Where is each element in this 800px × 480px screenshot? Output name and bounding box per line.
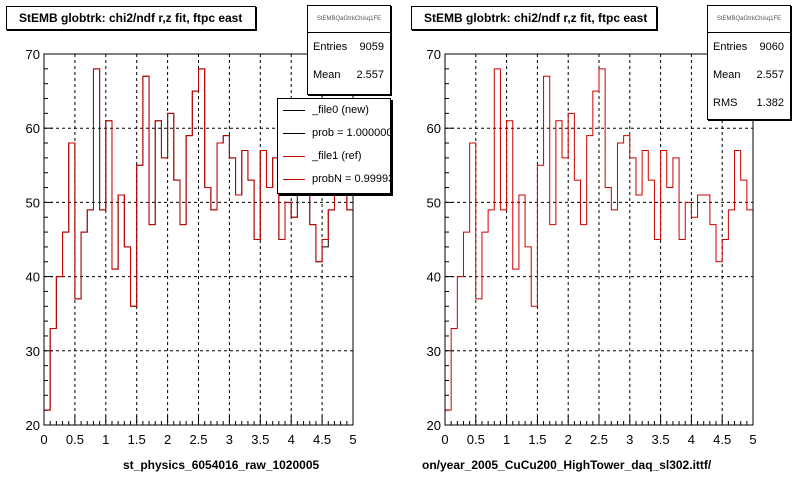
left-y-tick-label-4: 60 — [26, 121, 40, 136]
right-plot-frame — [444, 53, 754, 426]
left-x-tick-label-5: 2.5 — [189, 432, 207, 447]
right-x-tick-label-8: 4 — [688, 432, 695, 447]
left-y-tick-label-5: 70 — [26, 47, 40, 62]
right-x-tick-label-0: 0 — [441, 432, 448, 447]
left-x-tick-label-3: 1.5 — [128, 432, 146, 447]
right-stats-name: StEMBQaGtrkChisq1FE — [708, 6, 790, 33]
left-x-tick-label-9: 4.5 — [313, 432, 331, 447]
right-mean-value: 2.557 — [756, 69, 784, 81]
left-bottom-label: st_physics_6054016_raw_1020005 — [123, 458, 320, 472]
left-histogram-title: StEMB globtrk: chi2/ndf r,z fit, ftpc ea… — [6, 6, 256, 30]
right-stats-mean-row: Mean 2.557 — [708, 61, 790, 89]
right-y-tick-label-0: 20 — [427, 418, 441, 433]
left-stats-box: StEMBQaGtrkChisq1FE Entries 9059 Mean 2.… — [307, 5, 391, 95]
left-x-tick-label-8: 4 — [288, 432, 295, 447]
left-mean-value: 2.557 — [356, 69, 384, 81]
left-x-tick-label-2: 1 — [102, 432, 109, 447]
left-entries-value: 9059 — [359, 41, 384, 53]
left-y-tick-label-0: 20 — [26, 418, 40, 433]
left-x-tick-label-0: 0 — [40, 432, 47, 447]
right-x-tick-label-3: 1.5 — [528, 432, 546, 447]
right-stats-entries-row: Entries 9060 — [708, 33, 790, 61]
right-rms-value: 1.382 — [756, 97, 784, 109]
right-entries-value: 9060 — [759, 41, 784, 53]
left-y-tick-label-3: 50 — [26, 195, 40, 210]
right-x-tick-label-4: 2 — [565, 432, 572, 447]
legend-swatch-file1 — [283, 156, 305, 157]
left-legend: _file0 (new) prob = 1.000000 _file1 (ref… — [277, 98, 391, 194]
left-series--file1-ref- — [43, 68, 353, 425]
left-x-tick-label-7: 3.5 — [251, 432, 269, 447]
right-histogram-title: StEMB globtrk: chi2/ndf r,z fit, ftpc ea… — [411, 6, 657, 30]
right-y-tick-label-5: 70 — [427, 47, 441, 62]
right-bottom-label: on/year_2005_CuCu200_HighTower_daq_sl302… — [422, 458, 712, 472]
left-y-tick-label-2: 40 — [26, 270, 40, 285]
right-y-tick-label-4: 60 — [427, 121, 441, 136]
right-y-tick-label-2: 40 — [427, 270, 441, 285]
legend-entry-prob: prob = 1.000000 — [278, 122, 390, 145]
right-series-ref — [444, 68, 753, 425]
legend-text-file0: _file0 (new) — [312, 104, 369, 116]
right-x-tick-label-10: 5 — [749, 432, 756, 447]
right-stats-box: StEMBQaGtrkChisq1FE Entries 9060 Mean 2.… — [707, 5, 791, 120]
right-mean-label: Mean — [713, 69, 741, 81]
right-y-tick-label-3: 50 — [427, 195, 441, 210]
left-x-tick-label-10: 5 — [349, 432, 356, 447]
left-stats-mean-row: Mean 2.557 — [308, 61, 390, 89]
left-plot-frame — [43, 53, 354, 426]
legend-entry-file1: _file1 (ref) — [278, 145, 390, 168]
right-x-tick-label-9: 4.5 — [713, 432, 731, 447]
left-x-tick-label-1: 0.5 — [66, 432, 84, 447]
right-x-tick-label-6: 3 — [626, 432, 633, 447]
legend-text-probn: probN = 0.999933 — [312, 173, 390, 185]
left-entries-label: Entries — [313, 41, 348, 53]
right-x-tick-label-2: 1 — [503, 432, 510, 447]
legend-swatch-file0 — [283, 110, 305, 111]
legend-text-prob: prob = 1.000000 — [312, 127, 391, 139]
left-y-tick-label-1: 30 — [26, 344, 40, 359]
legend-entry-file0: _file0 (new) — [278, 99, 390, 122]
legend-swatch-probn — [283, 179, 305, 180]
right-y-tick-label-1: 30 — [427, 344, 441, 359]
left-mean-label: Mean — [313, 69, 341, 81]
legend-entry-probn: probN = 0.999933 — [278, 168, 390, 191]
left-stats-entries-row: Entries 9059 — [308, 33, 390, 61]
right-x-tick-label-5: 2.5 — [590, 432, 608, 447]
legend-text-file1: _file1 (ref) — [312, 150, 362, 162]
right-entries-label: Entries — [713, 41, 748, 53]
right-x-tick-label-7: 3.5 — [652, 432, 670, 447]
right-x-tick-label-1: 0.5 — [467, 432, 485, 447]
legend-swatch-prob — [283, 133, 305, 134]
left-x-tick-label-6: 3 — [226, 432, 233, 447]
left-stats-name: StEMBQaGtrkChisq1FE — [308, 6, 390, 33]
right-rms-label: RMS — [713, 97, 738, 109]
right-stats-rms-row: RMS 1.382 — [708, 89, 790, 117]
left-x-tick-label-4: 2 — [164, 432, 171, 447]
